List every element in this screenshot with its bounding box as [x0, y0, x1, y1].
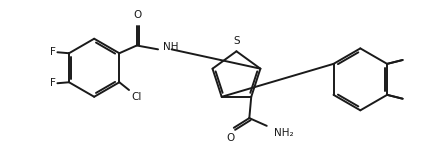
Text: O: O: [227, 133, 235, 143]
Text: Cl: Cl: [131, 92, 141, 102]
Text: S: S: [233, 36, 240, 47]
Text: NH₂: NH₂: [275, 128, 294, 138]
Text: F: F: [50, 78, 55, 88]
Text: NH: NH: [163, 42, 178, 52]
Text: O: O: [134, 10, 142, 20]
Text: F: F: [50, 47, 55, 57]
